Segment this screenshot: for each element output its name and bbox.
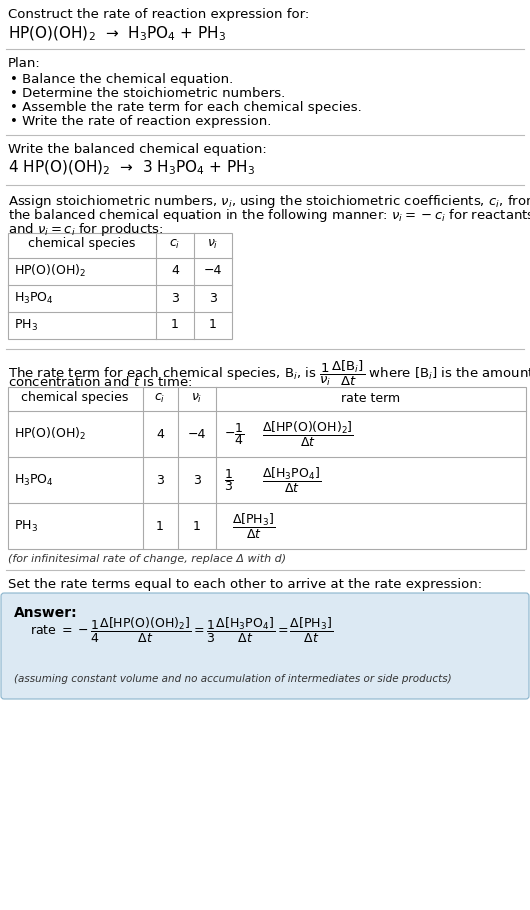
Text: HP(O)(OH)$_2$  →  H$_3$PO$_4$ + PH$_3$: HP(O)(OH)$_2$ → H$_3$PO$_4$ + PH$_3$ — [8, 25, 226, 44]
Text: 4: 4 — [171, 265, 179, 278]
Text: 4: 4 — [156, 428, 164, 440]
Text: $\dfrac{\Delta[\mathrm{PH}_3]}{\Delta t}$: $\dfrac{\Delta[\mathrm{PH}_3]}{\Delta t}… — [232, 511, 275, 541]
Text: 1: 1 — [193, 520, 201, 532]
Text: −4: −4 — [204, 265, 222, 278]
Text: 3: 3 — [193, 473, 201, 487]
Text: 1: 1 — [156, 520, 164, 532]
Text: rate term: rate term — [341, 391, 401, 405]
Text: $c_i$: $c_i$ — [154, 391, 166, 405]
Text: • Balance the chemical equation.: • Balance the chemical equation. — [10, 73, 233, 86]
Text: Plan:: Plan: — [8, 57, 41, 70]
Text: −4: −4 — [188, 428, 206, 440]
Text: (for infinitesimal rate of change, replace Δ with d): (for infinitesimal rate of change, repla… — [8, 554, 286, 564]
Text: Answer:: Answer: — [14, 606, 77, 620]
Text: H$_3$PO$_4$: H$_3$PO$_4$ — [14, 472, 54, 488]
Text: concentration and $t$ is time:: concentration and $t$ is time: — [8, 375, 192, 389]
Text: Assign stoichiometric numbers, $\nu_i$, using the stoichiometric coefficients, $: Assign stoichiometric numbers, $\nu_i$, … — [8, 193, 530, 210]
Text: 1: 1 — [209, 318, 217, 331]
Text: Construct the rate of reaction expression for:: Construct the rate of reaction expressio… — [8, 8, 309, 21]
Text: HP(O)(OH)$_2$: HP(O)(OH)$_2$ — [14, 263, 86, 279]
Text: 4 HP(O)(OH)$_2$  →  3 H$_3$PO$_4$ + PH$_3$: 4 HP(O)(OH)$_2$ → 3 H$_3$PO$_4$ + PH$_3$ — [8, 159, 255, 177]
FancyBboxPatch shape — [1, 593, 529, 699]
Text: $\dfrac{1}{3}$: $\dfrac{1}{3}$ — [224, 467, 234, 493]
Text: • Assemble the rate term for each chemical species.: • Assemble the rate term for each chemic… — [10, 101, 362, 114]
Text: and $\nu_i = c_i$ for products:: and $\nu_i = c_i$ for products: — [8, 221, 164, 238]
Text: Set the rate terms equal to each other to arrive at the rate expression:: Set the rate terms equal to each other t… — [8, 578, 482, 591]
Text: 3: 3 — [209, 291, 217, 305]
Text: $\dfrac{\Delta[\mathrm{H}_3\mathrm{PO}_4]}{\Delta t}$: $\dfrac{\Delta[\mathrm{H}_3\mathrm{PO}_4… — [262, 466, 321, 494]
Text: $\dfrac{\Delta[\mathrm{HP(O)(OH)}_2]}{\Delta t}$: $\dfrac{\Delta[\mathrm{HP(O)(OH)}_2]}{\D… — [262, 420, 354, 449]
Text: the balanced chemical equation in the following manner: $\nu_i = -c_i$ for react: the balanced chemical equation in the fo… — [8, 207, 530, 224]
Text: H$_3$PO$_4$: H$_3$PO$_4$ — [14, 290, 54, 306]
Bar — [8, 233, 232, 339]
Text: • Write the rate of reaction expression.: • Write the rate of reaction expression. — [10, 115, 271, 128]
Text: chemical species: chemical species — [28, 238, 136, 250]
Text: Write the balanced chemical equation:: Write the balanced chemical equation: — [8, 143, 267, 156]
Text: $\nu_i$: $\nu_i$ — [207, 238, 219, 250]
Text: • Determine the stoichiometric numbers.: • Determine the stoichiometric numbers. — [10, 87, 285, 100]
Text: chemical species: chemical species — [21, 391, 129, 405]
Text: 3: 3 — [156, 473, 164, 487]
Text: (assuming constant volume and no accumulation of intermediates or side products): (assuming constant volume and no accumul… — [14, 674, 452, 684]
Text: HP(O)(OH)$_2$: HP(O)(OH)$_2$ — [14, 426, 86, 442]
Text: PH$_3$: PH$_3$ — [14, 519, 38, 533]
Text: 1: 1 — [171, 318, 179, 331]
Text: rate $= -\dfrac{1}{4}\dfrac{\Delta[\mathrm{HP(O)(OH)}_2]}{\Delta t} = \dfrac{1}{: rate $= -\dfrac{1}{4}\dfrac{\Delta[\math… — [30, 615, 333, 644]
Text: 3: 3 — [171, 291, 179, 305]
Bar — [8, 387, 526, 549]
Text: $c_i$: $c_i$ — [170, 238, 181, 250]
Text: $-\dfrac{1}{4}$: $-\dfrac{1}{4}$ — [224, 421, 244, 447]
Text: PH$_3$: PH$_3$ — [14, 318, 38, 332]
Text: $\nu_i$: $\nu_i$ — [191, 391, 202, 405]
Text: The rate term for each chemical species, B$_i$, is $\dfrac{1}{\nu_i}\dfrac{\Delt: The rate term for each chemical species,… — [8, 359, 530, 389]
